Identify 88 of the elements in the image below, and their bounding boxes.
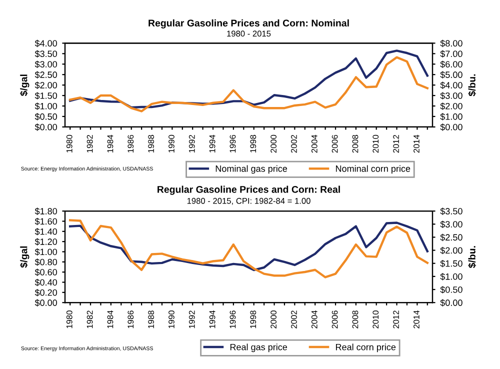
chart-subtitle: 1980 - 2015, CPI: 1982-84 = 1.00 (187, 198, 310, 205)
x-tick-label: 1988 (148, 310, 154, 328)
x-tick-label: 1984 (107, 134, 114, 152)
y2-tick-label: $2.00 (440, 102, 462, 110)
y2-tick-label: $2.50 (440, 234, 462, 242)
y-tick-label: $0.40 (34, 278, 58, 286)
x-tick-label: 1986 (128, 134, 134, 152)
legend-label: Nominal gas price (216, 165, 288, 174)
x-tick-label: 2002 (291, 134, 297, 153)
x-tick-label: 2000 (270, 134, 277, 153)
y2-tick-label: $7.00 (440, 50, 462, 58)
y-tick-label: $1.00 (34, 248, 58, 256)
y-tick-label: $3.50 (34, 50, 58, 58)
y2-tick-label: $2.00 (440, 246, 462, 254)
y-tick-label: $1.20 (34, 238, 58, 246)
x-tick-label: 2014 (414, 134, 420, 153)
chart-title: Regular Gasoline Prices and Corn: Nominal (148, 19, 349, 28)
y-tick-label: $1.50 (34, 92, 58, 100)
y2-tick-label: $1.50 (440, 260, 462, 268)
x-tick-label: 2012 (393, 310, 400, 328)
x-tick-label: 1990 (168, 134, 174, 152)
y2-tick-label: $3.00 (440, 220, 462, 228)
y-tick-label: $4.00 (34, 40, 58, 48)
y2-tick-label: $0.50 (440, 286, 462, 294)
y-tick-label: $2.50 (34, 71, 58, 78)
legend-label: Nominal corn price (336, 165, 410, 174)
y-axis-title: $/gal (20, 246, 30, 268)
x-tick-label: 1992 (188, 134, 195, 152)
line-series (68, 219, 429, 278)
x-tick-label: 2012 (393, 134, 400, 153)
y-tick-label: $2.00 (34, 82, 58, 89)
x-tick-label: 1980 (66, 310, 72, 328)
y-tick-label: $3.00 (34, 60, 58, 68)
x-tick-label: 1996 (230, 310, 236, 328)
y-tick-label: $0.20 (34, 289, 58, 296)
y-tick-label: $0.80 (34, 258, 58, 266)
line-series (68, 222, 429, 272)
x-tick-label: 2010 (372, 310, 379, 328)
x-tick-label: 2006 (332, 310, 338, 328)
x-tick-label: 1990 (168, 310, 174, 328)
y-tick-label: $0.60 (34, 268, 58, 276)
legend-label: Real corn price (336, 344, 396, 352)
x-tick-label: 2002 (291, 310, 297, 328)
chart-title: Regular Gasoline Prices and Corn: Real (158, 186, 340, 195)
y2-tick-label: $4.00 (440, 82, 462, 89)
y-tick-label: $1.80 (34, 208, 58, 215)
x-tick-label: 1980 (66, 134, 72, 152)
y-tick-label: $1.00 (34, 102, 58, 110)
y2-tick-label: $6.00 (440, 60, 462, 68)
y2-tick-label: $3.50 (440, 208, 462, 215)
x-tick-label: 2006 (332, 134, 338, 153)
line-series (68, 56, 429, 112)
x-tick-label: 2008 (352, 134, 358, 153)
y2-tick-label: $1.00 (440, 113, 462, 120)
y-tick-label: $0.00 (34, 124, 58, 131)
y-axis-title: $/gal (20, 74, 30, 96)
x-tick-label: 1994 (209, 134, 216, 152)
x-tick-label: 2000 (270, 310, 277, 328)
x-tick-label: 2008 (352, 310, 358, 328)
chart-subtitle: 1980 - 2015 (227, 30, 271, 37)
x-tick-label: 2004 (311, 134, 318, 153)
x-tick-label: 1984 (107, 310, 114, 328)
legend-label: Real gas price (230, 344, 288, 352)
line-series (68, 50, 429, 109)
x-tick-label: 2014 (414, 310, 420, 328)
x-tick-label: 1996 (230, 134, 236, 152)
y2-tick-label: $0.00 (440, 124, 462, 131)
x-tick-label: 1982 (86, 134, 93, 152)
x-tick-label: 1994 (209, 310, 216, 328)
x-tick-label: 1998 (250, 310, 256, 328)
y2-tick-label: $0.00 (440, 299, 462, 306)
x-tick-label: 1998 (250, 134, 256, 152)
y2-axis-title: $/bu. (468, 246, 476, 268)
x-tick-label: 2004 (311, 310, 318, 328)
y2-tick-label: $8.00 (440, 40, 462, 48)
y-tick-label: $0.00 (34, 299, 58, 306)
y-tick-label: $1.60 (34, 218, 58, 226)
y2-tick-label: $1.00 (440, 273, 462, 280)
y2-tick-label: $3.00 (440, 92, 462, 100)
x-tick-label: 2010 (372, 134, 379, 153)
y-tick-label: $0.50 (34, 113, 58, 120)
x-tick-label: 1988 (148, 134, 154, 152)
x-tick-label: 1982 (86, 310, 93, 328)
y-tick-label: $1.40 (34, 228, 58, 236)
x-tick-label: 1986 (128, 310, 134, 328)
y2-tick-label: $5.00 (440, 71, 462, 78)
y2-axis-title: $/bu. (468, 74, 476, 96)
x-tick-label: 1992 (188, 310, 195, 328)
